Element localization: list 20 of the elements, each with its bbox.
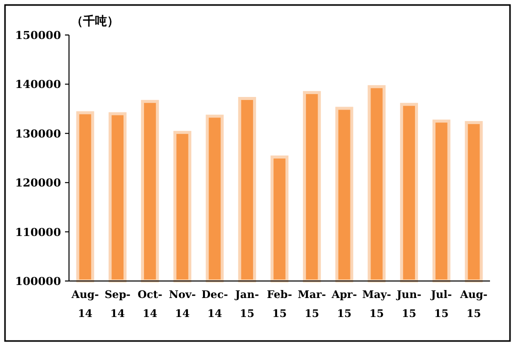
y-tick-label: 120000 xyxy=(15,176,62,190)
x-tick-label: Feb- 15 xyxy=(266,289,292,320)
y-axis-title: （千吨） xyxy=(71,14,119,28)
x-tick-label: Oct- 14 xyxy=(138,289,162,320)
y-tick-label: 130000 xyxy=(15,127,62,140)
x-tick-label: Aug- 15 xyxy=(459,289,488,320)
x-tick-label: Sep- 14 xyxy=(104,289,131,320)
x-tick-label: Nov- 14 xyxy=(168,289,196,320)
x-tick-label: May- 15 xyxy=(362,289,392,320)
y-tick-label: 140000 xyxy=(15,78,62,92)
x-tick-label: Jan- 15 xyxy=(234,289,259,320)
x-tick-label: Jun- 15 xyxy=(396,289,422,320)
x-tick-label: Dec- 14 xyxy=(201,289,228,320)
y-tick-label: 150000 xyxy=(15,29,62,42)
x-tick-label: Aug- 14 xyxy=(70,289,99,320)
x-tick-label: Apr- 15 xyxy=(330,289,357,320)
y-tick-label: 110000 xyxy=(15,226,62,239)
x-tick-label: Mar- 15 xyxy=(298,289,326,320)
y-tick-label: 100000 xyxy=(15,275,62,288)
x-tick-label: Jul- 15 xyxy=(430,289,452,320)
